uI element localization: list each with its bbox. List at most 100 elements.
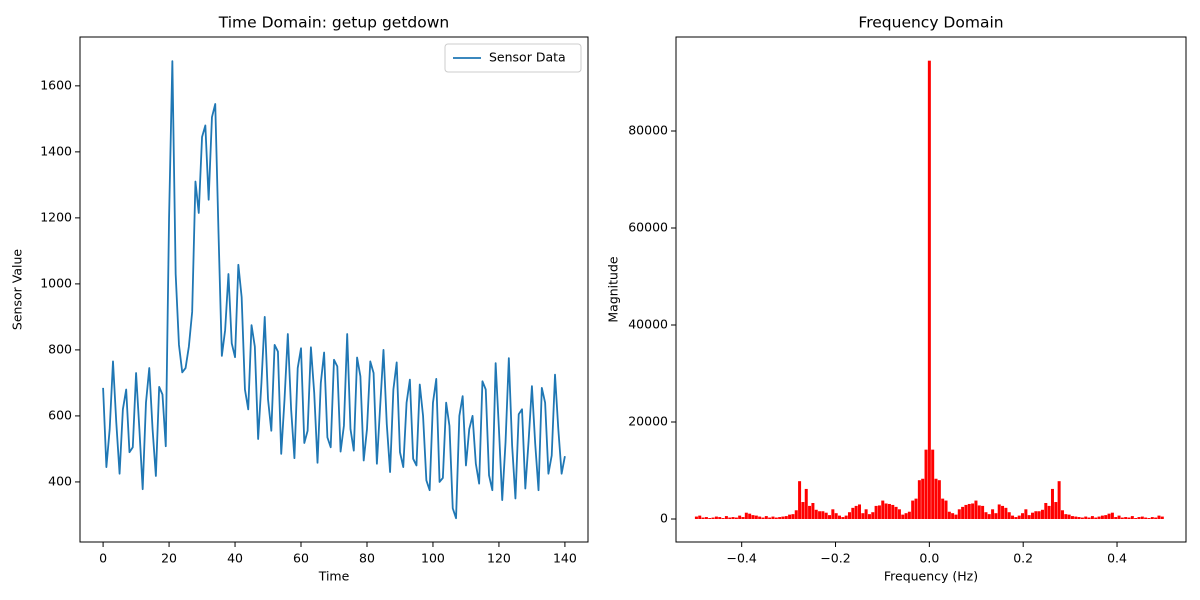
bar (821, 511, 825, 520)
bar (947, 511, 951, 520)
x-tick-label: 80 (359, 551, 375, 566)
bar (1100, 515, 1104, 520)
bar (881, 500, 885, 520)
bar (781, 516, 785, 520)
bar (1144, 517, 1148, 520)
bar (1047, 505, 1051, 520)
bar (771, 516, 775, 520)
bar (917, 480, 921, 520)
bar (941, 498, 945, 520)
bar (951, 513, 955, 520)
bar (964, 504, 968, 520)
bar (818, 511, 822, 520)
x-tick-label: 0.4 (1107, 551, 1127, 566)
bar (984, 512, 988, 520)
bar (927, 60, 931, 520)
bar (857, 504, 861, 520)
bar (1054, 502, 1058, 520)
bar (1120, 517, 1124, 520)
bar (1037, 511, 1041, 520)
bar (1150, 517, 1154, 520)
bar (1107, 513, 1111, 520)
chart-title: Time Domain: getup getdown (218, 14, 449, 32)
legend-box (444, 43, 582, 73)
bar (1074, 516, 1078, 520)
bar (774, 517, 778, 520)
x-axis-label: Frequency (Hz) (884, 569, 978, 584)
bar (844, 515, 848, 520)
bar (921, 478, 925, 520)
x-tick-label: 20 (161, 551, 177, 566)
bar (1044, 502, 1048, 520)
bar (801, 502, 805, 520)
bar (791, 514, 795, 520)
x-tick-label: −0.2 (820, 551, 850, 566)
legend-label: Sensor Data (489, 50, 566, 65)
bar (754, 515, 758, 520)
bar (1127, 517, 1131, 520)
bar (1040, 509, 1044, 520)
bar (828, 515, 832, 520)
bar (1027, 515, 1031, 520)
y-tick-label: 20000 (628, 414, 668, 429)
bar (1140, 516, 1144, 520)
axes-frame (675, 36, 1187, 543)
bar (931, 449, 935, 520)
bar (698, 515, 702, 520)
y-axis-label: Sensor Value (10, 249, 25, 330)
bar (911, 500, 915, 520)
bar (1147, 518, 1151, 520)
bar (1067, 514, 1071, 520)
y-tick-label: 600 (48, 407, 72, 422)
bar (944, 500, 948, 520)
bar (838, 515, 842, 520)
bar (718, 517, 722, 520)
bar (967, 503, 971, 520)
bar (761, 517, 765, 520)
bar (1117, 515, 1121, 520)
bar (1034, 511, 1038, 520)
bar (1110, 512, 1114, 520)
bar (1017, 515, 1021, 520)
y-tick-label: 800 (48, 341, 72, 356)
bar (714, 516, 718, 520)
bar (1087, 517, 1091, 520)
bar (808, 505, 812, 520)
bar (864, 509, 868, 520)
bar (1031, 512, 1035, 520)
x-tick-label: 0.0 (919, 551, 939, 566)
bar (728, 517, 732, 520)
bar (1011, 515, 1015, 520)
bar (784, 516, 788, 520)
bar (1021, 513, 1025, 520)
bar (884, 503, 888, 520)
bar (738, 515, 742, 520)
bar (708, 518, 712, 520)
x-axis-label: Time (318, 569, 350, 584)
bar (957, 509, 961, 520)
bar (971, 503, 975, 520)
bar (1114, 517, 1118, 520)
bar (734, 517, 738, 520)
bar (1157, 515, 1161, 520)
bar (744, 512, 748, 520)
bar (1057, 481, 1061, 520)
bar (981, 505, 985, 520)
x-tick-label: 0 (99, 551, 107, 566)
bar (937, 480, 941, 520)
bar (694, 516, 698, 520)
bar (1137, 517, 1141, 520)
bar (1024, 509, 1028, 520)
bar (1090, 516, 1094, 520)
bar (701, 517, 705, 520)
bar (1154, 517, 1158, 520)
y-tick-label: 80000 (628, 122, 668, 137)
bar (794, 510, 798, 520)
bar (768, 517, 772, 520)
x-tick-label: −0.4 (727, 551, 757, 566)
bar (1094, 517, 1098, 520)
bar (804, 488, 808, 520)
y-axis-label: Magnitude (606, 256, 621, 323)
bar (871, 512, 875, 520)
y-tick-label: 1000 (40, 275, 72, 290)
